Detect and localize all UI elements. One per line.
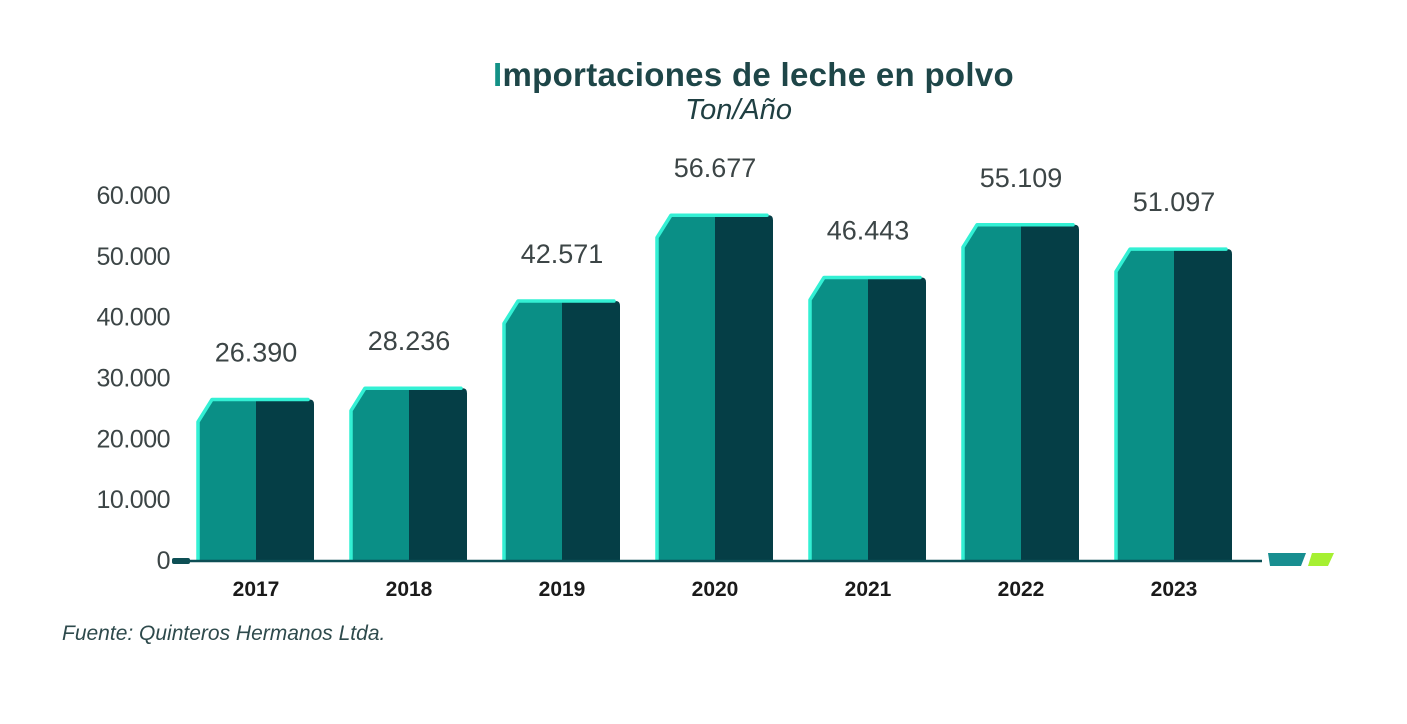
- source-note: Fuente: Quinteros Hermanos Ltda.: [62, 622, 386, 645]
- bar-2017: 26.390: [196, 337, 314, 562]
- bar-value-label: 28.236: [368, 326, 451, 356]
- bars: 26.390 28.236 42.571 56.677 46.443 55.109 51.0…: [196, 153, 1232, 562]
- x-tick-label: 2017: [233, 578, 280, 601]
- y-tick-label: 20.000: [97, 425, 170, 453]
- bar-2023: 51.097: [1114, 187, 1232, 562]
- bar-right-face: [409, 388, 467, 560]
- chart-subtitle: Ton/Año: [685, 94, 792, 126]
- bar-highlight: [502, 299, 616, 562]
- y-tick-label: 60.000: [97, 182, 170, 210]
- bar-left-face: [657, 215, 715, 561]
- x-tick-label: 2021: [845, 578, 892, 601]
- bar-value-label: 46.443: [827, 215, 910, 245]
- y-tick-label: 40.000: [97, 304, 170, 332]
- bar-2020: 56.677: [655, 153, 773, 562]
- bar-right-face: [1021, 224, 1079, 560]
- bar-left-face: [198, 399, 256, 560]
- x-tick-label: 2018: [386, 578, 433, 601]
- axis-origin-marker: [172, 558, 190, 564]
- bar-value-label: 51.097: [1133, 187, 1216, 217]
- y-tick-label: 50.000: [97, 243, 170, 271]
- legend-swatch-lime: [1308, 553, 1334, 566]
- bar-2018: 28.236: [349, 326, 467, 562]
- bar-highlight: [1114, 247, 1228, 562]
- y-tick-label: 30.000: [97, 365, 170, 393]
- bar-right-face: [868, 277, 926, 560]
- bar-value-label: 26.390: [215, 337, 298, 367]
- bar-value-label: 56.677: [674, 153, 757, 183]
- chart-title: Importaciones de leche en polvo: [0, 56, 1407, 94]
- bar-left-face: [810, 277, 868, 560]
- bar-left-face: [963, 224, 1021, 560]
- bar-value-label: 42.571: [521, 239, 604, 269]
- x-tick-label: 2022: [998, 578, 1045, 601]
- bar-left-face: [504, 301, 562, 560]
- bar-left-face: [351, 388, 409, 560]
- bar-2019: 42.571: [502, 239, 620, 562]
- bar-highlight: [961, 223, 1075, 562]
- chart-title-text: mportaciones de leche en polvo: [502, 56, 1014, 93]
- bar-highlight: [655, 213, 769, 562]
- bar-right-face: [562, 301, 620, 560]
- bar-right-face: [715, 215, 773, 561]
- y-axis: 0 10.000 20.000 30.000 40.000 50.000 60.000: [97, 182, 171, 575]
- x-tick-label: 2023: [1151, 578, 1198, 601]
- x-tick-label: 2020: [692, 578, 739, 601]
- bar-highlight: [349, 386, 463, 562]
- bar-2021: 46.443: [808, 215, 926, 562]
- legend-swatch-teal: [1268, 553, 1306, 566]
- chart-title-initial: I: [493, 56, 503, 93]
- bar-2022: 55.109: [961, 163, 1079, 562]
- bar-right-face: [256, 399, 314, 560]
- legend-swatches: [1268, 553, 1334, 566]
- bar-value-label: 55.109: [980, 163, 1063, 193]
- bar-highlight: [808, 275, 922, 562]
- x-axis: 2017 2018 2019 2020 2021 2022 2023: [172, 558, 1262, 601]
- x-tick-label: 2019: [539, 578, 586, 601]
- bar-highlight: [196, 397, 310, 562]
- y-tick-label: 10.000: [97, 486, 170, 514]
- y-tick-label: 0: [157, 547, 170, 575]
- bar-right-face: [1174, 249, 1232, 560]
- bar-left-face: [1116, 249, 1174, 560]
